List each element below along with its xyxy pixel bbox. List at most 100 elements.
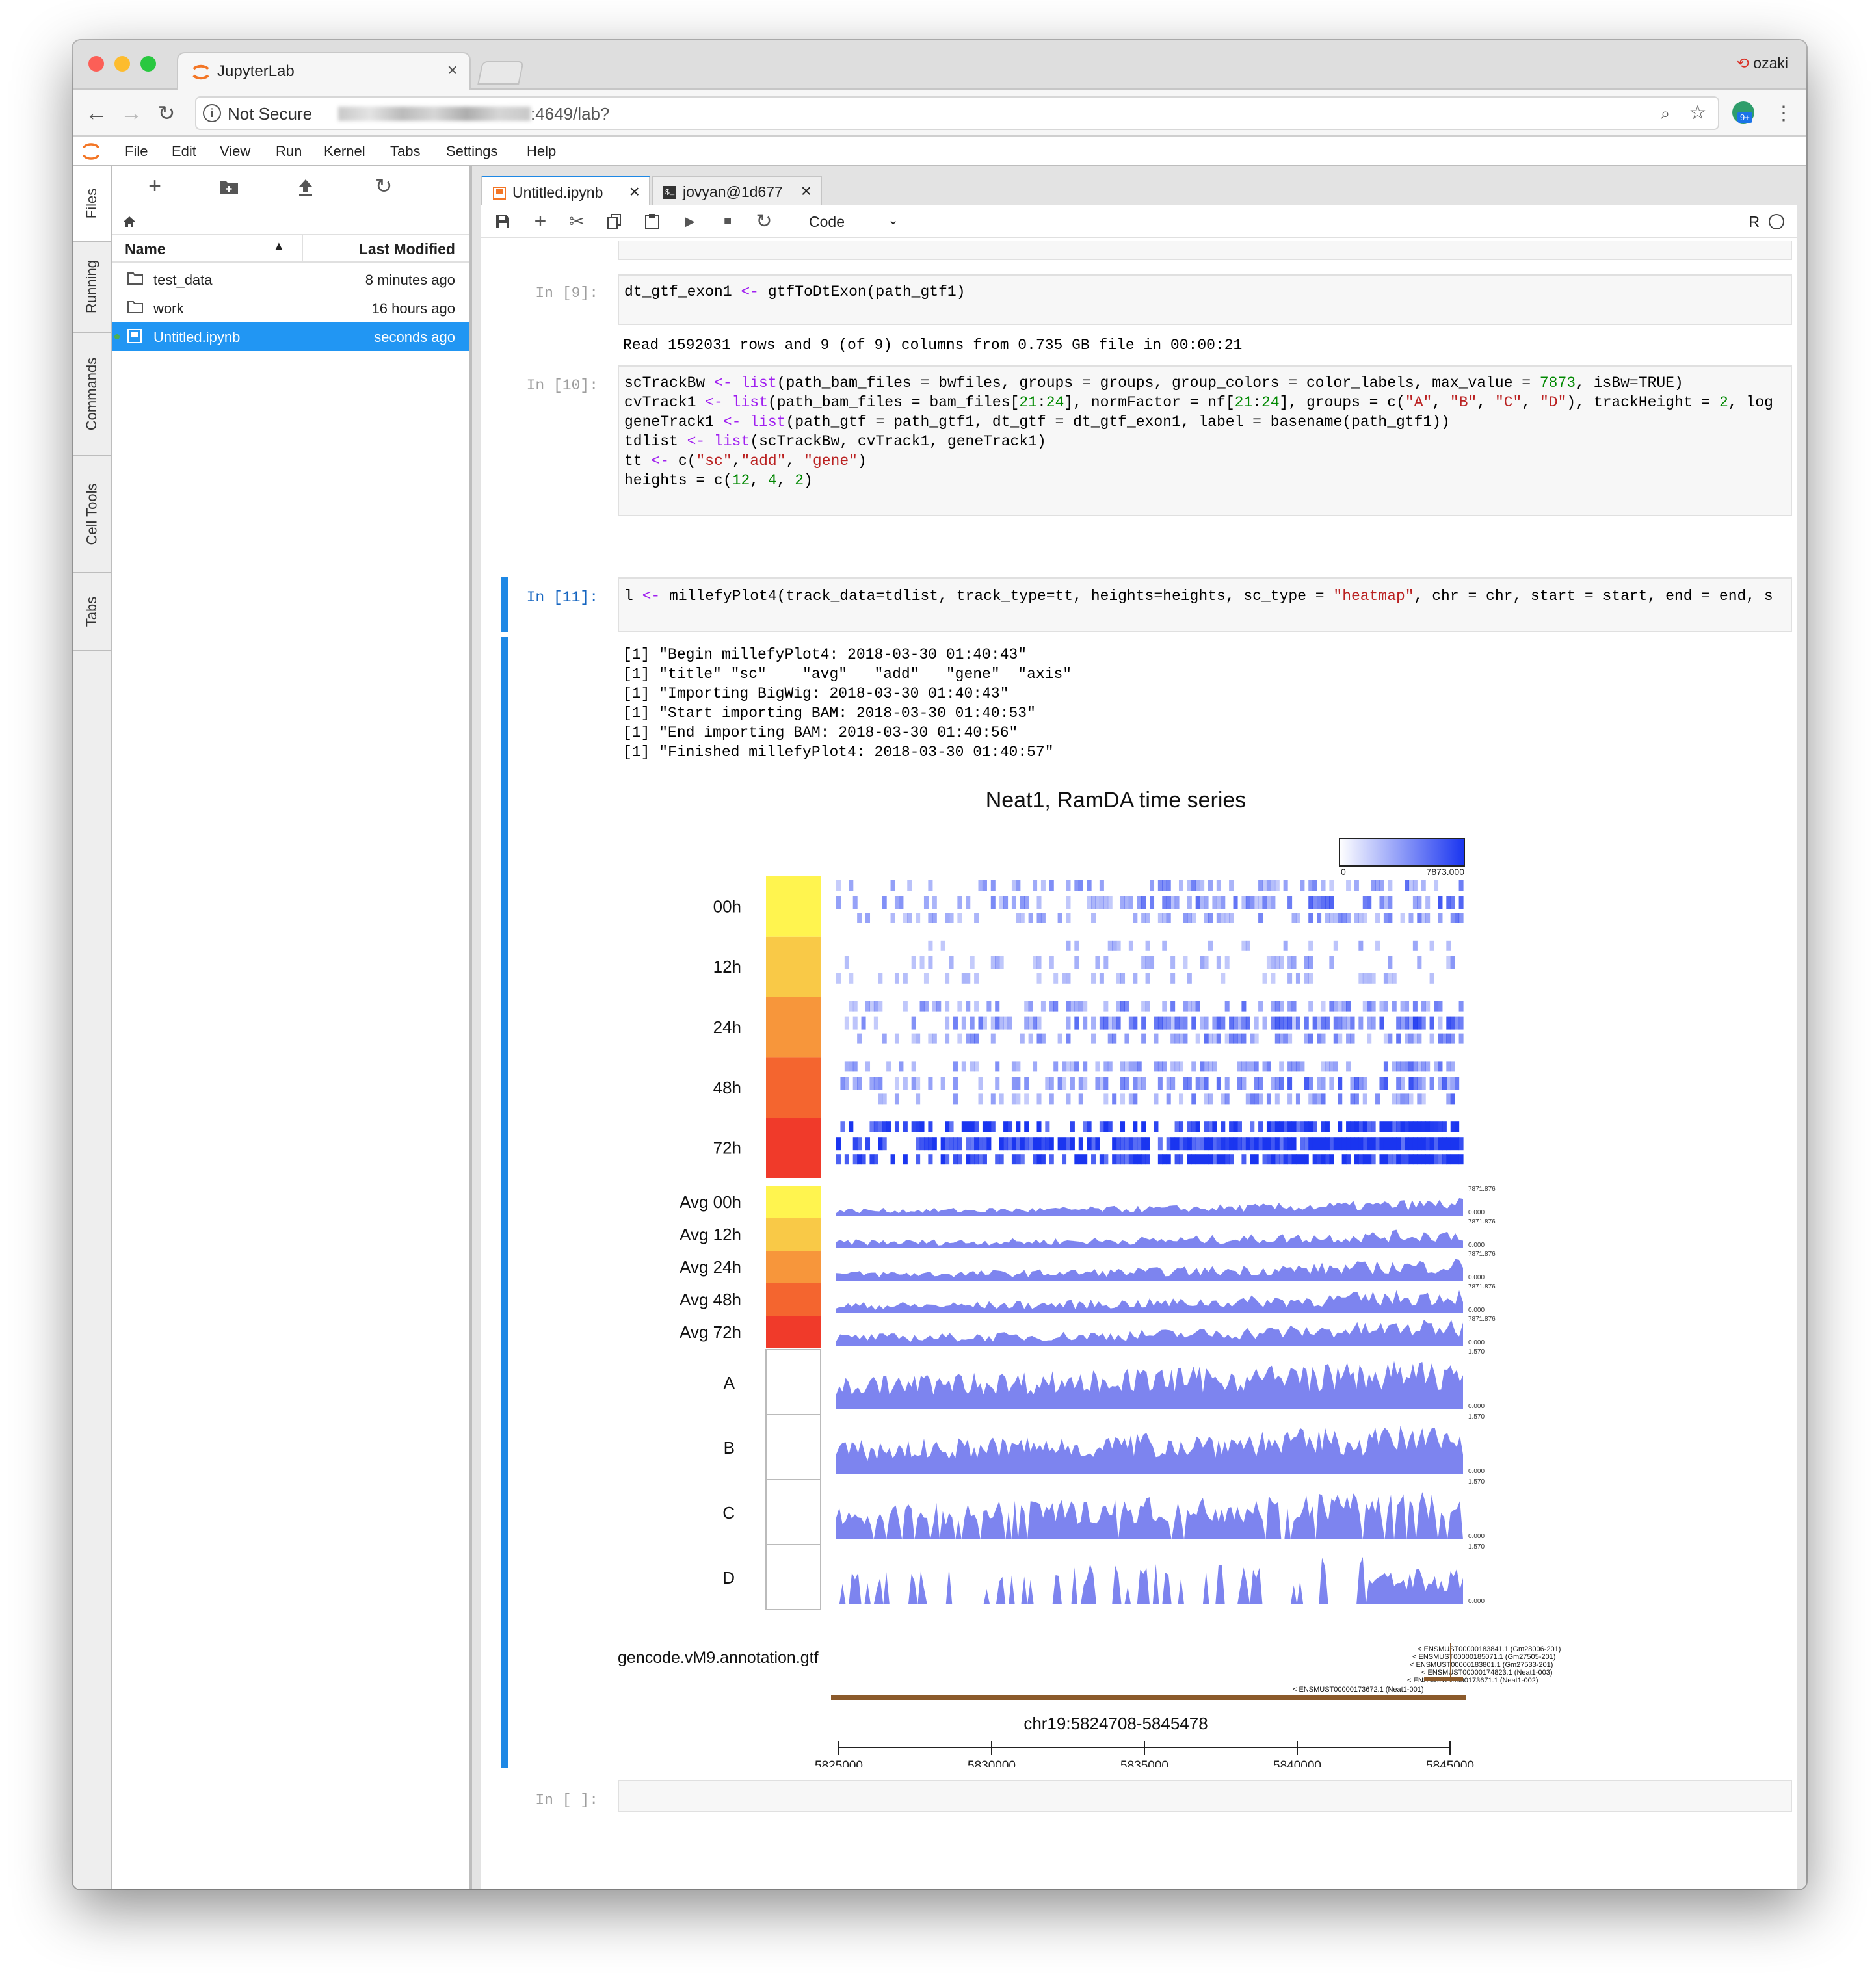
close-tab-icon[interactable]: ×	[447, 60, 458, 80]
new-folder-icon[interactable]	[216, 176, 242, 199]
file-row[interactable]: work 16 hours ago	[112, 294, 469, 322]
empty-code-cell[interactable]	[618, 1780, 1792, 1812]
heatmap-cell	[1321, 1093, 1326, 1105]
heatmap-cell	[1103, 1154, 1109, 1165]
heatmap-cell	[1455, 1137, 1460, 1151]
menu-view[interactable]: View	[220, 143, 251, 159]
heatmap-cell	[1036, 913, 1042, 923]
menu-run[interactable]: Run	[276, 143, 302, 159]
stop-icon[interactable]: ■	[723, 213, 732, 228]
heatmap-cell	[1358, 1121, 1364, 1132]
user-profile[interactable]: ⟲ ozaki	[1737, 55, 1788, 72]
browser-menu-icon[interactable]: ⋮	[1774, 102, 1793, 124]
group-label: 12h	[713, 957, 741, 976]
sidebar-tab-tabs[interactable]: Tabs	[73, 573, 111, 651]
sidebar-tab-cell-tools[interactable]: Cell Tools	[73, 456, 111, 573]
heatmap-cell	[1354, 1121, 1359, 1132]
sidebar-tab-commands[interactable]: Commands	[73, 333, 111, 456]
heatmap-cell	[1266, 1137, 1271, 1151]
running-indicator	[114, 334, 120, 339]
upload-icon[interactable]	[293, 174, 319, 200]
cell-type-select[interactable]: Code ⌄	[800, 211, 904, 233]
heatmap-cell	[1216, 896, 1221, 909]
browser-tab[interactable]: JupyterLab ×	[177, 52, 471, 91]
close-tab-icon[interactable]: ×	[629, 181, 640, 202]
heatmap-cell	[932, 1137, 937, 1151]
heatmap-cell	[990, 880, 996, 891]
address-bar[interactable]: i Not Secure :4649/lab? ⌕ ☆	[195, 96, 1719, 130]
menu-settings[interactable]: Settings	[446, 143, 498, 159]
file-row[interactable]: test_data 8 minutes ago	[112, 265, 469, 294]
file-row-selected[interactable]: Untitled.ipynb seconds ago	[112, 322, 469, 351]
heatmap-cell	[1036, 1033, 1042, 1044]
restart-kernel-icon[interactable]: ↻	[756, 210, 772, 232]
code-cell-10[interactable]: scTrackBw <- list(path_bam_files = bwfil…	[618, 365, 1792, 516]
cut-icon[interactable]: ✂	[569, 211, 585, 231]
sidebar-tab-running[interactable]: Running	[73, 242, 111, 333]
heatmap-cell	[1036, 956, 1042, 969]
save-icon[interactable]	[493, 212, 512, 231]
heatmap-cell	[1070, 1001, 1075, 1012]
code-cell-11[interactable]: l <- millefyPlot4(track_data=tdlist, tra…	[618, 577, 1792, 632]
bookmark-star-icon[interactable]: ☆	[1689, 101, 1707, 124]
new-launcher-icon[interactable]: +	[148, 173, 161, 198]
menu-edit[interactable]: Edit	[172, 143, 196, 159]
extension-icon[interactable]: 9+	[1732, 101, 1754, 124]
menu-tabs[interactable]: Tabs	[390, 143, 421, 159]
cell-output-collapser[interactable]	[501, 637, 508, 1768]
copy-icon[interactable]	[605, 212, 624, 231]
heatmap-cell	[1317, 1137, 1322, 1151]
heatmap-cell	[1274, 1121, 1280, 1132]
heatmap-cell	[1362, 913, 1367, 923]
insert-cell-icon[interactable]: +	[534, 209, 547, 233]
heatmap-cell	[836, 896, 841, 909]
column-name[interactable]: Name	[125, 241, 166, 257]
heatmap-cell	[890, 880, 895, 891]
heatmap-cell	[1434, 880, 1439, 891]
heatmap-cell	[1174, 1137, 1180, 1151]
heatmap-cell	[1033, 1061, 1038, 1072]
paste-icon[interactable]	[642, 212, 662, 231]
close-tab-icon[interactable]: ×	[800, 181, 812, 201]
menu-help[interactable]: Help	[527, 143, 557, 159]
minimize-window-button[interactable]	[114, 56, 130, 72]
reload-icon[interactable]: ↻	[157, 101, 176, 125]
heatmap-cell	[903, 1121, 908, 1132]
sort-ascending-icon[interactable]: ▲	[273, 239, 285, 252]
run-icon[interactable]: ▶	[685, 214, 695, 229]
code-cell-9[interactable]: dt_gtf_exon1 <- gtfToDtExon(path_gtf1)	[618, 274, 1792, 325]
sidebar-tab-files[interactable]: Files	[73, 166, 111, 242]
heatmap-cell	[1417, 1137, 1422, 1151]
close-window-button[interactable]	[88, 56, 104, 72]
heatmap-cell	[1354, 913, 1359, 923]
column-last-modified[interactable]: Last Modified	[358, 241, 455, 257]
heatmap-cell	[957, 1154, 962, 1165]
heatmap-cell	[1221, 913, 1226, 923]
new-tab-button[interactable]	[477, 61, 524, 85]
heatmap-cell	[1107, 1121, 1113, 1132]
heatmap-cell	[1150, 896, 1155, 909]
doc-tab-label: Untitled.ipynb	[512, 184, 603, 201]
heatmap-cell	[1133, 1121, 1138, 1132]
home-icon[interactable]	[120, 212, 139, 231]
heatmap-cell	[1450, 1077, 1455, 1090]
heatmap-cell	[1258, 1137, 1263, 1151]
info-icon[interactable]: i	[203, 104, 221, 122]
zoom-icon[interactable]: ⌕	[1660, 103, 1670, 123]
maximize-window-button[interactable]	[140, 56, 156, 72]
cell-input-collapser[interactable]	[501, 577, 508, 632]
add-track-label: D	[722, 1568, 735, 1588]
menu-kernel[interactable]: Kernel	[324, 143, 365, 159]
add-axis-max: 1.570	[1468, 1348, 1485, 1355]
menu-file[interactable]: File	[125, 143, 148, 159]
previous-cell-input[interactable]	[618, 241, 1792, 260]
region-label: chr19:5824708-5845478	[1023, 1714, 1208, 1733]
heatmap-cell	[1162, 1154, 1167, 1165]
forward-icon[interactable]: →	[120, 100, 142, 125]
refresh-icon[interactable]: ↻	[375, 174, 393, 198]
heatmap-cell	[940, 1077, 945, 1090]
doc-tab-terminal[interactable]: $_ jovyan@1d677 ×	[652, 176, 822, 207]
heatmap-cell	[1066, 1061, 1071, 1072]
back-icon[interactable]: ←	[85, 100, 107, 125]
doc-tab-notebook[interactable]: Untitled.ipynb ×	[481, 176, 650, 207]
